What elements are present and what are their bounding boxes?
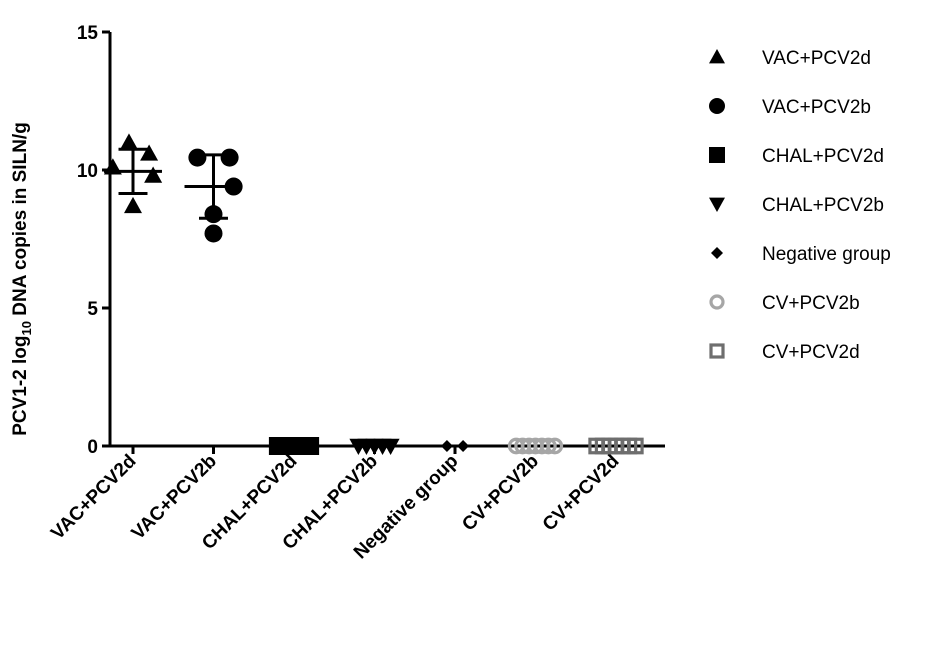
legend-label: CHAL+PCV2b [762,195,884,216]
x-tick-label: VAC+PCV2d [47,451,140,544]
legend-label: Negative group [762,244,891,265]
legend-marker [709,98,725,114]
series-group [268,437,320,455]
legend-item: Negative group [711,244,891,265]
data-point [188,148,207,167]
series-group [103,133,163,214]
series-group [588,437,644,455]
legend-label: CHAL+PCV2d [762,146,884,167]
data-point [381,438,400,455]
legend-marker [709,49,725,64]
y-tick-label: 0 [87,437,98,458]
data-point [440,440,453,452]
axes: 051015VAC+PCV2dVAC+PCV2bCHAL+PCV2dCHAL+P… [47,23,665,563]
y-tick-label: 5 [87,299,98,320]
y-tick-label: 15 [77,23,99,44]
data-point [119,133,138,150]
legend-label: VAC+PCV2d [762,48,871,69]
y-tick-label: 10 [77,161,98,182]
series-group [349,438,400,455]
series-group [507,437,564,455]
y-axis-label: PCV1-2 log10 DNA copies in SILN/g [10,122,34,436]
legend: VAC+PCV2d VAC+PCV2b CHAL+PCV2d CHAL+PCV2b Ne… [709,48,891,363]
legend-marker [711,247,723,259]
data-point [301,437,320,455]
legend-item: CHAL+PCV2d [709,146,884,167]
data-point [124,196,142,214]
legend-marker [709,147,725,163]
data-point [540,437,557,455]
legend-marker [709,197,725,212]
data-point [457,440,470,452]
data-point [546,437,564,455]
series-group [184,148,243,243]
legend-label: CV+PCV2b [762,293,860,314]
legend-item: CHAL+PCV2b [709,195,884,216]
legend-item: VAC+PCV2d [709,48,871,69]
x-tick-label: CV+PCV2b [458,451,543,536]
legend-label: CV+PCV2d [762,342,860,363]
legend-marker [709,294,725,310]
data-point [220,148,239,167]
data-point [144,166,163,183]
x-tick-label: CV+PCV2d [539,451,624,536]
data-marks [103,133,644,455]
legend-item: CV+PCV2d [709,342,860,363]
data-point [626,437,644,455]
legend-marker [709,343,725,359]
data-point [204,224,223,243]
data-point [140,144,159,161]
legend-item: CV+PCV2b [709,293,860,314]
series-group [440,440,470,452]
legend-label: VAC+PCV2b [762,97,871,118]
legend-item: VAC+PCV2b [709,97,871,118]
